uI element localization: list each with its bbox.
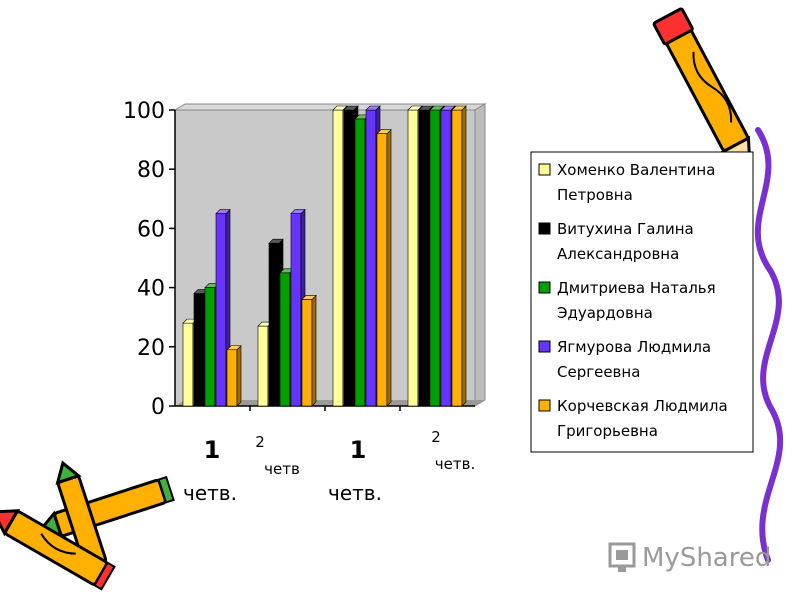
y-tick-label: 100 <box>123 99 165 124</box>
bar <box>226 345 242 407</box>
legend-swatch <box>538 399 551 412</box>
bar <box>376 128 392 407</box>
x-tick-label: 2 <box>255 433 265 451</box>
watermark-text: MyShared <box>642 543 771 573</box>
x-tick-label: 1 <box>350 436 367 464</box>
crayons-icon <box>0 460 175 591</box>
legend-label: Дмитриева Наталья Эдуардовна <box>557 279 716 322</box>
legend-swatch <box>538 340 551 353</box>
legend-label: Хоменко Валентина Петровна <box>557 161 715 204</box>
legend-item: Ягмурова Людмила Сергеевна <box>538 338 711 381</box>
bar <box>301 294 317 407</box>
x-tick-label: 1 <box>204 436 221 464</box>
x-tick-label: 2 <box>431 428 441 446</box>
y-tick-label: 80 <box>137 158 165 183</box>
legend-label: Витухина Галина Александровна <box>557 220 694 263</box>
x-tick-label: четв <box>264 460 300 478</box>
legend-label: Ягмурова Людмила Сергеевна <box>557 338 711 381</box>
legend-swatch <box>538 222 551 235</box>
bars <box>182 105 467 407</box>
legend-swatch <box>538 281 551 294</box>
bar <box>451 105 467 407</box>
x-tick-label: четв. <box>183 481 237 505</box>
legend-label: Корчевская Людмила Григорьевна <box>557 397 728 440</box>
pencil-icon <box>652 7 752 175</box>
myshared-logo-icon <box>608 542 636 572</box>
legend-swatch <box>538 163 551 176</box>
x-tick-label: четв. <box>328 481 382 505</box>
legend-item: Дмитриева Наталья Эдуардовна <box>538 279 716 322</box>
legend-item: Витухина Галина Александровна <box>538 220 694 263</box>
ribbon-decoration <box>754 127 784 563</box>
legend: Хоменко Валентина Петровна Витухина Галина… <box>530 151 754 453</box>
x-axis-labels: 1 четв. 2 четв 1 четв. 2 четв. <box>183 428 475 505</box>
y-tick-label: 20 <box>137 336 165 361</box>
y-tick-label: 0 <box>151 395 165 420</box>
x-tick-label: четв. <box>435 455 475 473</box>
legend-item: Хоменко Валентина Петровна <box>538 161 715 204</box>
y-tick-label: 60 <box>137 217 165 242</box>
y-tick-label: 40 <box>137 277 165 302</box>
legend-item: Корчевская Людмила Григорьевна <box>538 397 728 440</box>
